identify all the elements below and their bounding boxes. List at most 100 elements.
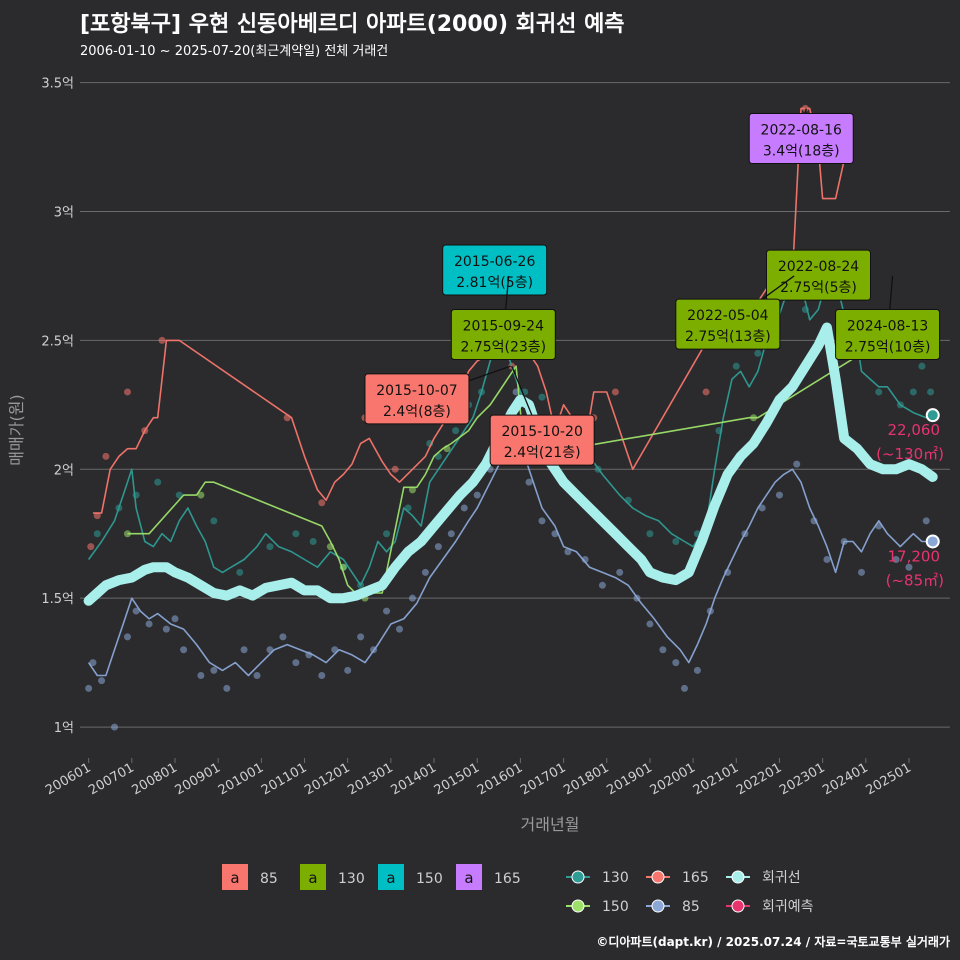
- annotation-date: 2015-09-24: [463, 318, 544, 334]
- y-tick-label: 1.5억: [41, 592, 74, 607]
- x-tick-label: 202201: [734, 760, 784, 798]
- scatter-point-s85line: [98, 677, 106, 685]
- chart-subtitle: 2006-01-10 ~ 2025-07-20(최근계약일) 전체 거래건: [80, 44, 389, 59]
- legend-label: 회귀예측: [762, 899, 814, 915]
- x-tick-label: 202501: [863, 760, 913, 798]
- x-tick-label: 201101: [259, 760, 309, 798]
- forecast-value: 17,200: [888, 547, 941, 565]
- scatter-point-s85: [158, 336, 166, 344]
- scatter-point-s85line: [408, 594, 416, 602]
- x-axis-title: 거래년월: [521, 815, 580, 834]
- x-tick-label: 202301: [777, 760, 827, 798]
- x-tick-label: 201801: [561, 760, 611, 798]
- scatter-point-s85line: [460, 504, 468, 512]
- scatter-point-s85: [87, 543, 95, 551]
- legend-swatch-letter: a: [230, 869, 239, 887]
- annotation-value: 2.75억(10층): [845, 339, 931, 355]
- scatter-point-s85line: [111, 723, 119, 731]
- legend-marker: [571, 899, 585, 913]
- scatter-point-s85line: [598, 581, 606, 589]
- scatter-point-s150: [408, 486, 416, 494]
- scatter-point-s130: [210, 517, 218, 525]
- scatter-point-s85line: [279, 633, 287, 641]
- x-tick-label: 201501: [432, 760, 482, 798]
- annotation-date: 2022-08-16: [761, 123, 842, 139]
- forecast-unit: (~85㎡): [886, 571, 944, 589]
- scatter-point-s85line: [253, 672, 261, 680]
- scatter-point-s85line: [857, 568, 865, 576]
- legend-label-130: 130: [338, 871, 365, 887]
- scatter-point-s85line: [892, 556, 900, 564]
- scatter-point-s85line: [793, 460, 801, 468]
- scatter-point-s85line: [564, 548, 572, 556]
- scatter-point-s85line: [344, 666, 352, 674]
- annotation-value: 2.75억(5층): [780, 280, 857, 296]
- scatter-point-s85line: [292, 659, 300, 667]
- scatter-point-s130: [646, 530, 654, 538]
- annotation-box: [442, 244, 548, 296]
- scatter-point-s130: [875, 388, 883, 396]
- annotation-value: 2.75억(13층): [685, 329, 771, 345]
- scatter-point-s130: [452, 427, 460, 435]
- forecast-value: 22,060: [888, 421, 941, 439]
- y-tick-label: 2억: [54, 463, 74, 478]
- scatter-point-s85line: [85, 684, 93, 692]
- legend-swatch-130: [300, 864, 326, 890]
- regression-line: [83, 322, 938, 606]
- x-tick-label: 201301: [345, 760, 395, 798]
- legend-marker: [731, 899, 745, 913]
- scatter-point-s85line: [905, 563, 913, 571]
- scatter-point-s85line: [145, 620, 153, 628]
- annotation-value: 2.4억(21층): [504, 445, 581, 461]
- legend-marker: [651, 899, 665, 913]
- annotation-date: 2022-08-24: [778, 259, 859, 275]
- x-tick-label: 201701: [518, 760, 568, 798]
- annotation-date: 2015-10-07: [376, 383, 457, 399]
- scatter-point-s85: [102, 452, 110, 460]
- annotation-date: 2015-10-20: [501, 424, 582, 440]
- y-axis-title: 매매가(원): [7, 394, 26, 465]
- scatter-point-s130: [266, 543, 274, 551]
- end-point-s130: [925, 408, 940, 423]
- annotation-box: [748, 113, 854, 165]
- scatter-point-s85line: [659, 646, 667, 654]
- x-tick-label: 200601: [43, 760, 93, 798]
- scatter-point-s85line: [210, 666, 218, 674]
- legend-label-165: 165: [494, 871, 521, 887]
- scatter-point-s85line: [357, 633, 365, 641]
- scatter-point-s130: [292, 530, 300, 538]
- scatter-point-s130: [927, 388, 935, 396]
- legend-label: 회귀선: [762, 870, 801, 886]
- scatter-point-s85line: [538, 517, 546, 525]
- legend-swatch-letter: a: [386, 869, 395, 887]
- scatter-point-s85: [611, 388, 619, 396]
- legend-label: 150: [602, 899, 629, 915]
- scatter-point-s130: [538, 393, 546, 401]
- x-tick-label: 201201: [302, 760, 352, 798]
- annotation-box: [364, 373, 470, 425]
- scatter-point-s85line: [693, 666, 701, 674]
- annotation-date: 2022-05-04: [687, 308, 768, 324]
- x-tick-label: 202001: [648, 760, 698, 798]
- scatter-point-s85: [93, 512, 101, 520]
- scatter-point-s85line: [162, 625, 170, 633]
- scatter-point-s85line: [616, 568, 624, 576]
- y-tick-label: 3.5억: [41, 77, 74, 92]
- scatter-point-s130: [309, 537, 317, 545]
- scatter-point-s85line: [171, 615, 179, 623]
- legend-label-85: 85: [260, 871, 278, 887]
- scatter-point-s85line: [447, 530, 455, 538]
- x-tick-label: 202401: [820, 760, 870, 798]
- x-tick-label: 202101: [691, 760, 741, 798]
- scatter-point-s130: [909, 388, 917, 396]
- x-tick-label: 200801: [129, 760, 179, 798]
- scatter-point-s85line: [180, 646, 188, 654]
- series-line-s85line: [87, 442, 933, 677]
- legend-swatch-150: [378, 864, 404, 890]
- scatter-point-s85line: [758, 504, 766, 512]
- x-tick-label: 201401: [389, 760, 439, 798]
- x-tick-label: 200701: [86, 760, 136, 798]
- scatter-point-s130: [918, 362, 926, 370]
- legend-marker: [651, 870, 665, 884]
- y-tick-label: 1억: [54, 721, 74, 736]
